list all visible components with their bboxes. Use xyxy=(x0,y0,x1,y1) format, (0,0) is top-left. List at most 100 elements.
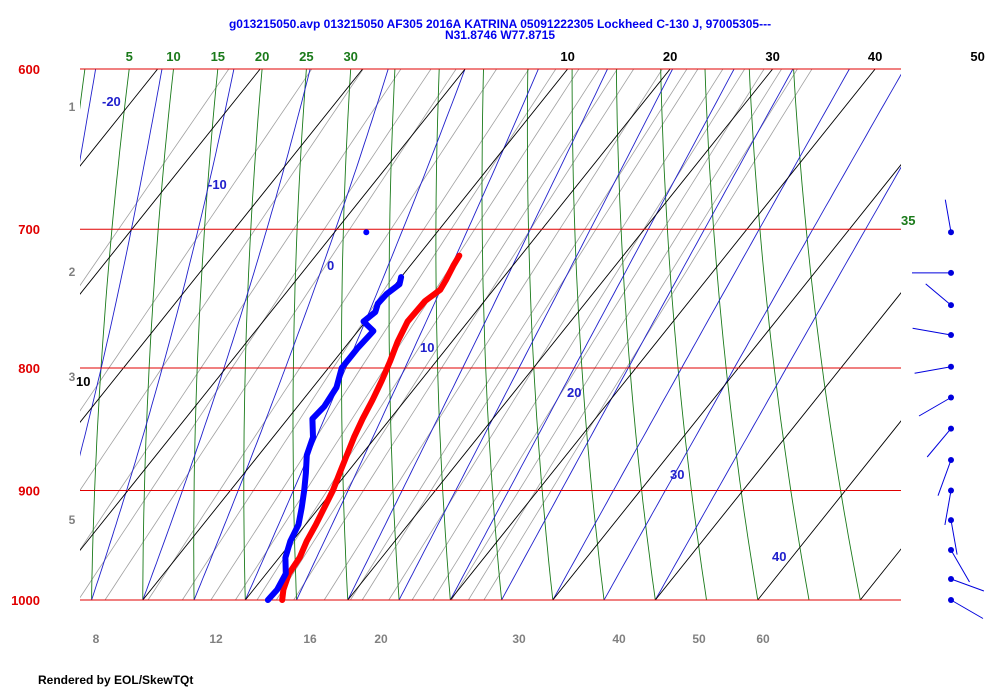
temperature-point xyxy=(321,505,327,511)
temperature-point xyxy=(450,263,456,269)
dewpoint-point xyxy=(354,345,360,351)
wind-barb-station xyxy=(948,332,954,338)
dry-adiabat-line xyxy=(660,69,707,600)
dewpoint-point xyxy=(334,384,339,390)
wet-adiabat-lines xyxy=(80,69,901,600)
dry-adiabat-line xyxy=(0,0,8,651)
dewpoint-point xyxy=(283,571,289,577)
isotherm-label: 30 xyxy=(765,49,779,64)
wet-adiabat-line xyxy=(142,69,311,600)
dry-adiabat-line xyxy=(435,69,451,600)
mixing-ratio-line xyxy=(80,69,402,551)
temperature-point xyxy=(379,378,385,384)
wet-adiabat-line xyxy=(80,69,163,457)
temperature-point xyxy=(370,397,375,403)
wind-barb xyxy=(950,599,984,619)
chart-title-line1: g013215050.avp 013215050 AF305 2016A KAT… xyxy=(228,17,772,31)
dry-adiabat-line xyxy=(243,69,263,600)
isotherm-line xyxy=(449,69,876,600)
dewpoint-point xyxy=(372,309,378,315)
isotherm-line xyxy=(859,548,901,600)
dewpoint-point xyxy=(397,281,402,287)
dry-adiabat-line xyxy=(80,69,86,110)
dewpoint-point xyxy=(265,597,271,603)
dewpoint-point xyxy=(282,555,288,561)
dry-adiabat-label: 35 xyxy=(901,213,915,228)
mixing-ratio-label: 50 xyxy=(692,632,706,646)
isotherm-line xyxy=(757,420,901,600)
wet-adiabat-line xyxy=(398,69,674,600)
axis-labels: 6007008009001000102030405060510152025303… xyxy=(11,49,985,646)
mixing-ratio-line xyxy=(361,69,699,600)
wind-barb xyxy=(914,366,952,374)
dry-adiabat-line xyxy=(748,69,810,600)
pressure-tick-label: 1000 xyxy=(11,593,40,608)
dewpoint-point xyxy=(384,291,390,297)
wind-barb xyxy=(912,327,952,336)
mixing-ratio-label: 5 xyxy=(69,513,76,527)
temperature-point xyxy=(405,319,411,324)
mixing-ratio-label: 2 xyxy=(69,265,76,279)
isotherm-line xyxy=(0,0,113,651)
pressure-tick-label: 700 xyxy=(18,222,40,237)
isotherm-line xyxy=(347,69,774,600)
dry-adiabat-line xyxy=(526,69,554,600)
wind-barb xyxy=(944,490,952,525)
dewpoint-point xyxy=(296,522,301,528)
wet-adiabat-line xyxy=(449,69,735,600)
mixing-ratio-line xyxy=(388,69,724,600)
mixing-ratio-line xyxy=(181,69,530,600)
dry-adiabat-label: 5 xyxy=(126,49,133,64)
isotherm-line xyxy=(552,164,901,600)
isotherm-lines xyxy=(0,0,901,651)
mixing-ratio-line xyxy=(483,69,813,600)
wet-adiabat-line xyxy=(603,73,901,600)
wind-barb-station xyxy=(948,517,954,524)
wind-barb xyxy=(926,428,952,458)
wet-adiabat-label: 20 xyxy=(567,385,581,400)
dry-adiabat-line xyxy=(388,69,400,600)
mixing-ratio-line xyxy=(234,69,580,600)
wind-barb-station xyxy=(948,487,954,494)
wet-adiabat-line xyxy=(80,69,97,163)
wind-barb-station xyxy=(948,576,954,582)
temperature-point xyxy=(387,359,393,364)
wind-barb-station xyxy=(948,425,954,432)
wind-barb xyxy=(944,199,952,233)
pressure-lines xyxy=(80,68,901,601)
wind-barb-station xyxy=(948,302,954,309)
wet-adiabat-label: -20 xyxy=(102,94,121,109)
wind-barb-station xyxy=(948,457,954,463)
sounding-traces xyxy=(264,229,463,603)
temperature-point xyxy=(344,452,350,458)
dry-adiabat-line xyxy=(0,0,52,651)
wet-adiabat-label: -10 xyxy=(208,177,227,192)
isotherm-label: 50 xyxy=(970,49,984,64)
isotherm-line xyxy=(80,69,466,552)
wind-barb-station xyxy=(948,229,954,236)
mixing-ratio-label: 40 xyxy=(612,632,626,646)
temperature-point xyxy=(337,470,343,476)
temperature-point xyxy=(395,339,401,345)
wind-barb-station xyxy=(948,394,954,401)
wet-adiabat-line xyxy=(91,69,235,600)
wind-barb xyxy=(950,549,970,583)
wind-barb-station xyxy=(948,547,954,553)
isotherm-line xyxy=(80,69,159,167)
wet-adiabat-line xyxy=(296,69,539,600)
dry-adiabat-line xyxy=(615,69,656,600)
wind-barb-station xyxy=(948,363,954,370)
mixing-ratio-lines xyxy=(80,69,813,600)
dewpoint-point xyxy=(309,416,315,422)
wet-adiabat-line xyxy=(347,69,608,600)
mixing-ratio-label: 30 xyxy=(512,632,526,646)
mixing-ratio-line xyxy=(147,69,498,600)
mixing-ratio-line xyxy=(210,69,557,600)
temperature-point xyxy=(313,522,319,528)
dewpoint-point xyxy=(361,319,366,324)
mixing-ratio-line xyxy=(80,69,230,287)
mixing-ratio-line xyxy=(451,69,783,600)
dry-adiabat-label: 30 xyxy=(343,49,357,64)
wind-barb xyxy=(937,459,952,496)
temperature-point xyxy=(304,538,310,544)
